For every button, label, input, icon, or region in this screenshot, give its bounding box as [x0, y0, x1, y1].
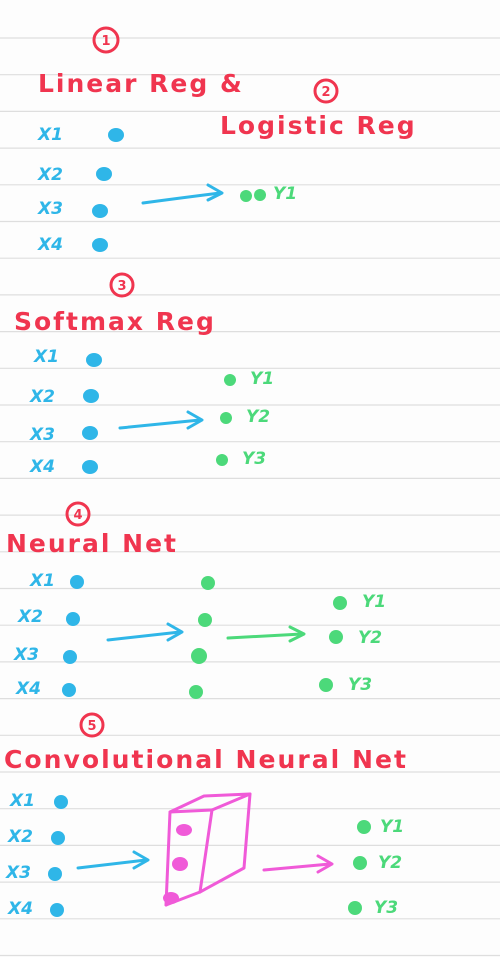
hidden-node — [201, 576, 215, 590]
output-label: Y2 — [246, 407, 270, 427]
section-number: 2 — [321, 85, 330, 100]
output-label: Y2 — [358, 628, 382, 648]
input-label: X3 — [13, 645, 39, 665]
output-node — [333, 596, 347, 610]
section-linear-logistic: 1 Linear Reg & 2 Logistic Reg X1 X2 X3 X… — [37, 26, 417, 255]
arrow-icon — [141, 191, 222, 205]
section-number: 4 — [73, 508, 82, 523]
section-title: Logistic Reg — [220, 111, 417, 140]
output-label: Y3 — [348, 675, 372, 695]
arrow-icon — [262, 862, 332, 872]
output-label: Y3 — [374, 898, 398, 918]
arrowhead-icon — [316, 854, 334, 874]
conv-node — [172, 857, 188, 871]
section-title: Linear Reg & — [38, 69, 244, 98]
input-label: X4 — [37, 235, 63, 255]
input-node — [62, 683, 76, 697]
input-node — [66, 612, 80, 626]
output-node — [319, 678, 333, 692]
section-number-circle — [109, 272, 135, 298]
input-label: X2 — [29, 387, 55, 407]
output-node — [224, 374, 236, 386]
output-label: Y1 — [362, 592, 386, 612]
input-label: X3 — [5, 863, 31, 883]
convolution-filter-icon — [164, 792, 252, 907]
section-title: Neural Net — [6, 529, 178, 558]
output-label: Y1 — [250, 369, 274, 389]
input-node — [92, 204, 108, 218]
section-number-circle — [92, 26, 120, 54]
input-node — [51, 831, 65, 845]
input-node — [50, 903, 64, 917]
ruled-lines — [0, 37, 500, 957]
input-node — [108, 128, 124, 142]
input-label: X4 — [29, 457, 55, 477]
input-node — [96, 167, 112, 181]
input-node — [83, 389, 99, 403]
section-number: 5 — [87, 719, 96, 734]
arrowhead-icon — [166, 622, 184, 642]
output-node — [220, 412, 232, 424]
section-number: 3 — [117, 279, 126, 294]
input-label: X2 — [17, 607, 43, 627]
output-node — [348, 901, 362, 915]
conv-node — [176, 824, 192, 836]
input-node — [82, 426, 98, 440]
input-node — [63, 650, 77, 664]
section-number-circle — [313, 78, 339, 104]
input-label: X3 — [37, 199, 63, 219]
conv-node — [163, 892, 179, 904]
hidden-node — [191, 648, 207, 664]
output-node — [329, 630, 343, 644]
input-label: X2 — [7, 827, 33, 847]
input-label: X1 — [29, 571, 55, 591]
arrowhead-icon — [132, 850, 150, 870]
input-label: X4 — [15, 679, 41, 699]
input-label: X4 — [7, 899, 33, 919]
output-node — [216, 454, 228, 466]
output-node — [353, 856, 367, 870]
input-label: X1 — [37, 125, 63, 145]
output-node — [240, 190, 252, 202]
input-label: X1 — [9, 791, 35, 811]
arrowhead-icon — [206, 183, 224, 202]
input-node — [86, 353, 102, 367]
output-label: Y1 — [273, 184, 297, 204]
section-neural-net: 4 Neural Net X1 X2 X3 X4 Y1 Y2 Y3 — [6, 501, 386, 699]
input-node — [82, 460, 98, 474]
output-label: Y3 — [242, 449, 266, 469]
section-cnn: 5 Convolutional Neural Net X1 X2 X3 X4 Y… — [4, 712, 408, 919]
arrow-icon — [118, 418, 202, 430]
hidden-node — [198, 613, 212, 627]
hidden-node — [189, 685, 203, 699]
section-number-circle — [65, 501, 91, 527]
arrow-icon — [76, 858, 148, 870]
section-title: Softmax Reg — [14, 307, 216, 336]
section-number-circle — [79, 712, 105, 738]
output-label: Y2 — [378, 853, 402, 873]
section-softmax: 3 Softmax Reg X1 X2 X3 X4 Y1 Y2 Y3 — [14, 272, 274, 477]
arrow-icon — [226, 632, 304, 640]
input-node — [92, 238, 108, 252]
input-label: X1 — [33, 347, 59, 367]
input-node — [54, 795, 68, 809]
input-label: X3 — [29, 425, 55, 445]
output-label: Y1 — [380, 817, 404, 837]
section-title: Convolutional Neural Net — [4, 745, 408, 774]
arrowhead-icon — [186, 410, 204, 430]
input-node — [48, 867, 62, 881]
input-node — [70, 575, 84, 589]
section-number: 1 — [101, 34, 110, 49]
arrowhead-icon — [288, 625, 306, 643]
arrow-icon — [106, 630, 182, 642]
output-node — [357, 820, 371, 834]
output-node — [254, 189, 266, 201]
input-label: X2 — [37, 165, 63, 185]
